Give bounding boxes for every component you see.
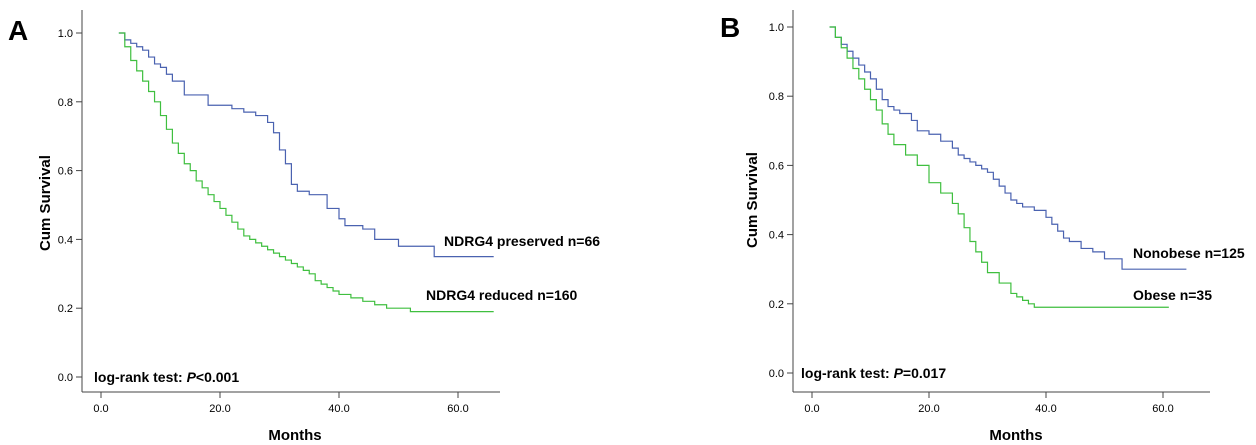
panel-b-log-rank-annotation: log-rank test: P=0.017 [801, 365, 946, 381]
panel-a-x-tick-label: 60.0 [447, 403, 468, 415]
panel-a-x-tick-label: 0.0 [93, 403, 108, 415]
panel-b-y-tick-label: 0.0 [769, 368, 784, 380]
panel-b-curve-obese [829, 26, 1169, 308]
panel-a-curve-ndrg4-reduced [118, 32, 494, 313]
panel-a-y-tick-label: 0.4 [58, 234, 73, 246]
panel-a-letter: A [8, 15, 28, 46]
panel-a-series-label-reduced: NDRG4 reduced n=160 [426, 287, 578, 303]
panel-b: B 0.0 0.2 0.4 0.6 0.8 1.0 0.0 20.0 40.0 … [720, 10, 1245, 444]
panel-b-p-symbol: P [894, 365, 904, 381]
panel-b-y-ticks: 0.0 0.2 0.4 0.6 0.8 1.0 [769, 22, 793, 380]
panel-a-log-rank-prefix: log-rank test: [94, 369, 187, 385]
panel-a-curve-ndrg4-preserved [118, 32, 494, 258]
panel-b-y-tick-label: 0.4 [769, 230, 784, 242]
panel-a-y-tick-label: 1.0 [58, 28, 73, 40]
panel-b-x-tick-label: 0.0 [804, 403, 819, 415]
panel-a-p-symbol: P [187, 369, 197, 385]
panel-b-y-tick-label: 0.2 [769, 299, 784, 311]
panel-a-x-tick-label: 20.0 [209, 403, 230, 415]
panel-a: A 0.0 0.2 0.4 0.6 0.8 1.0 0.0 20.0 40.0 … [8, 10, 600, 444]
panel-b-x-axis-title: Months [989, 427, 1042, 444]
panel-a-y-tick-label: 0.6 [58, 166, 73, 178]
panel-a-y-axis-title: Cum Survival [37, 155, 54, 251]
panel-b-y-tick-label: 1.0 [769, 22, 784, 34]
panel-b-x-tick-label: 20.0 [918, 403, 939, 415]
panel-a-y-ticks: 0.0 0.2 0.4 0.6 0.8 1.0 [58, 28, 82, 384]
panel-b-x-ticks: 0.0 20.0 40.0 60.0 [804, 392, 1174, 415]
panel-a-y-tick-label: 0.2 [58, 303, 73, 315]
panel-a-p-value: <0.001 [196, 369, 239, 385]
panel-b-series-label-obese: Obese n=35 [1133, 287, 1212, 303]
panel-b-log-rank-prefix: log-rank test: [801, 365, 894, 381]
panel-a-series-label-preserved: NDRG4 preserved n=66 [444, 233, 600, 249]
panel-b-y-tick-label: 0.6 [769, 160, 784, 172]
panel-b-y-tick-label: 0.8 [769, 91, 784, 103]
panel-b-series-label-nonobese: Nonobese n=125 [1133, 245, 1245, 261]
panel-a-log-rank-annotation: log-rank test: P<0.001 [94, 369, 239, 385]
panel-b-x-tick-label: 40.0 [1035, 403, 1056, 415]
panel-b-p-value: =0.017 [903, 365, 946, 381]
panel-a-x-axis-title: Months [268, 427, 321, 444]
panel-a-y-tick-label: 0.8 [58, 97, 73, 109]
panel-b-x-tick-label: 60.0 [1152, 403, 1173, 415]
panel-a-y-tick-label: 0.0 [58, 372, 73, 384]
panel-a-x-ticks: 0.0 20.0 40.0 60.0 [93, 392, 469, 415]
panel-b-curve-nonobese [829, 26, 1187, 270]
panel-b-letter: B [720, 12, 740, 43]
panel-a-x-tick-label: 40.0 [328, 403, 349, 415]
panel-b-y-axis-title: Cum Survival [744, 152, 761, 248]
